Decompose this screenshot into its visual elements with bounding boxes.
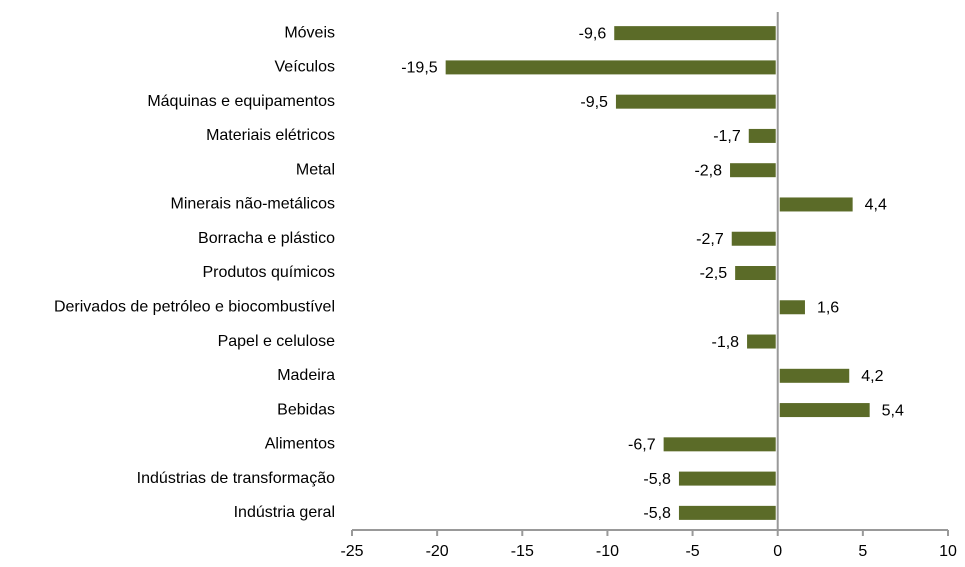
bar [615,94,776,109]
y-tick-label: Alimentos [265,436,335,453]
x-tick-label: -20 [426,543,449,560]
value-label: -2,8 [694,162,722,179]
x-tick-label: 10 [939,543,957,560]
y-tick-label: Móveis [284,24,335,41]
x-tick-label: 5 [858,543,867,560]
value-label: -5,8 [643,471,671,488]
bar [731,231,776,246]
y-tick-label: Metal [296,161,335,178]
bar [779,368,850,383]
y-tick-label: Produtos químicos [202,264,335,281]
value-label: -1,7 [713,128,741,145]
bar [678,471,776,486]
bar [663,437,776,452]
y-tick-label: Indústrias de transformação [137,470,335,487]
bar [735,266,776,280]
value-label: -19,5 [401,60,438,77]
y-tick-label: Papel e celulose [218,333,336,350]
y-tick-label: Derivados de petróleo e biocombustível [54,298,335,315]
y-tick-label: Materiais elétricos [206,127,335,144]
bar [730,163,776,178]
value-label: 4,2 [861,368,883,385]
y-tick-label: Madeira [277,367,335,384]
value-label: -2,5 [700,265,728,282]
x-tick-label: 0 [773,543,782,560]
value-label: -1,8 [711,334,739,351]
y-tick-label: Indústria geral [234,504,335,521]
x-tick-label: -5 [685,543,699,560]
y-tick-label: Borracha e plástico [198,230,335,247]
y-tick-label: Veículos [275,59,335,76]
bar [678,505,776,520]
y-tick-label: Bebidas [277,401,335,418]
value-label: 1,6 [817,299,839,316]
value-label: -9,6 [579,25,607,42]
bar [445,60,776,75]
bar [747,334,776,349]
x-tick-label: -10 [596,543,619,560]
value-label: -5,8 [643,505,671,522]
bar [779,300,805,315]
x-tick-label: -15 [511,543,534,560]
value-label: 4,4 [865,197,887,214]
y-tick-label: Máquinas e equipamentos [147,93,335,110]
bar [779,197,853,212]
bar [614,26,776,41]
value-label: -6,7 [628,437,656,454]
value-label: -2,7 [696,231,724,248]
y-tick-label: Minerais não-metálicos [170,196,335,213]
bar [779,403,870,418]
value-label: 5,4 [882,402,904,419]
value-label: -9,5 [580,94,608,111]
bar [748,128,776,143]
x-tick-label: -25 [340,543,363,560]
